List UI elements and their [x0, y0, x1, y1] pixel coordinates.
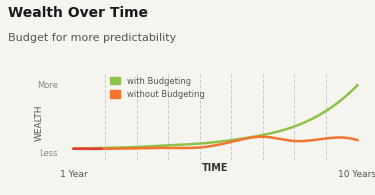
Text: More: More [37, 81, 58, 90]
Legend: with Budgeting, without Budgeting: with Budgeting, without Budgeting [110, 77, 205, 99]
Text: WEALTH: WEALTH [34, 105, 44, 141]
Text: Wealth Over Time: Wealth Over Time [8, 6, 147, 20]
Text: TIME: TIME [202, 163, 229, 173]
Text: Budget for more predictability: Budget for more predictability [8, 33, 176, 43]
Text: Less: Less [39, 149, 58, 158]
